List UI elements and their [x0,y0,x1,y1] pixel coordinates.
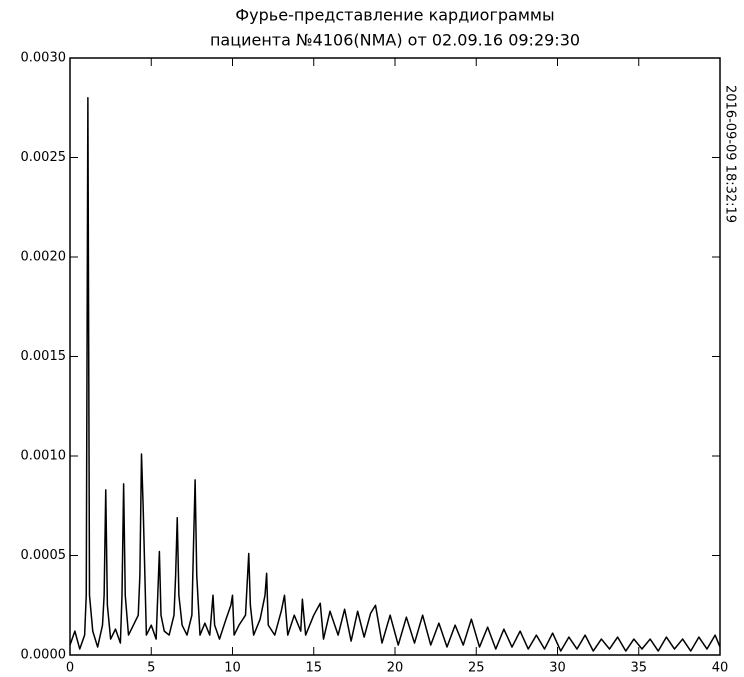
x-tick-label: 10 [224,661,241,676]
chart-title: Фурье-представление кардиограммы [235,6,554,25]
y-tick-label: 0.0030 [21,51,67,66]
y-tick-label: 0.0015 [21,349,67,364]
y-tick-label: 0.0020 [21,250,67,265]
x-tick-label: 15 [305,661,322,676]
plot-frame [69,57,721,656]
timestamp: 2016-09-09 18:32:19 [723,85,738,223]
x-tick-label: 40 [712,661,729,676]
x-tick-label: 35 [630,661,647,676]
x-tick-label: 5 [147,661,155,676]
y-tick-label: 0.0005 [21,548,67,563]
y-tick-label: 0.0000 [21,648,67,663]
y-tick-label: 0.0025 [21,150,67,165]
x-tick-label: 20 [387,661,404,676]
chart-subtitle: пациента №4106(NMA) от 02.09.16 09:29:30 [210,31,580,50]
x-tick-label: 0 [66,661,74,676]
spectrum-line [69,97,721,652]
x-tick-label: 25 [468,661,485,676]
y-tick-label: 0.0010 [21,449,67,464]
x-tick-label: 30 [549,661,566,676]
